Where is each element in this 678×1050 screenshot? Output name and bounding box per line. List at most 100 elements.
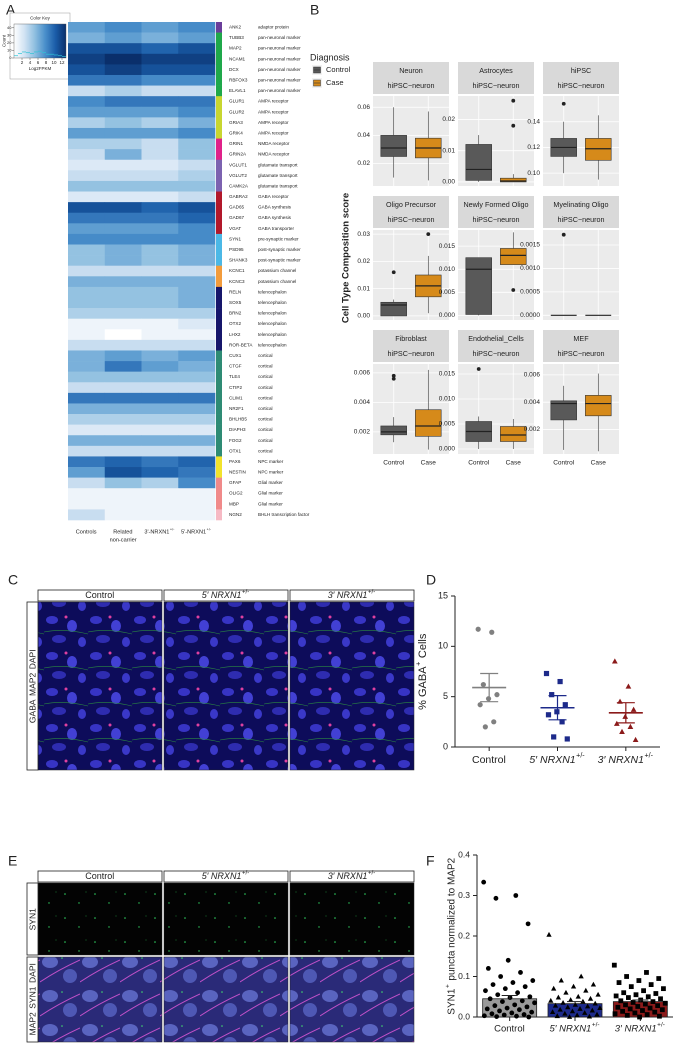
- panel-label: A: [6, 2, 16, 18]
- legend-label: Control: [326, 65, 351, 74]
- gene-label: BHLHB5: [229, 417, 247, 422]
- heatmap-cell: [68, 170, 106, 182]
- heatmap-cell: [104, 85, 142, 97]
- heatmap-cell: [141, 96, 179, 108]
- heatmap-cell: [178, 456, 216, 468]
- heatmap-cell: [141, 159, 179, 171]
- gene-annotation: pan-neuronal marker: [258, 67, 301, 72]
- gene-annotation: AMPA receptor: [258, 109, 289, 114]
- heatmap-cell: [141, 233, 179, 245]
- label-group: 3′ NRXN1 +/-: [615, 1022, 665, 1035]
- panel-label: E: [8, 853, 17, 869]
- panel-label: D: [426, 572, 436, 588]
- facet-title: hiPSC: [571, 66, 591, 75]
- group-strip: [216, 424, 222, 436]
- heatmap-cell: [141, 149, 179, 161]
- heatmap-cell: [104, 159, 142, 171]
- data-point: [500, 999, 505, 1005]
- heatmap-cell: [104, 170, 142, 182]
- heatmap-cell: [68, 361, 106, 372]
- data-point: [640, 1008, 645, 1013]
- gene-annotation: cortical: [258, 395, 273, 400]
- group-strip: [216, 149, 222, 161]
- data-point: [491, 719, 497, 725]
- micrograph: [289, 882, 415, 956]
- x-tick-label: 3′ NRXN1: [615, 1024, 657, 1035]
- image-header-label: 5′ NRXN1: [202, 871, 242, 881]
- data-point: [658, 996, 663, 1002]
- facet-title: MEF: [573, 334, 589, 343]
- gene-annotation: telencephalon: [258, 311, 287, 316]
- gene-annotation: GABA synthesis: [258, 205, 292, 210]
- key-x-tick-label: 2: [21, 60, 24, 65]
- data-point: [502, 986, 508, 992]
- heatmap-cell: [104, 244, 142, 256]
- outlier: [426, 232, 431, 236]
- plot-background: [373, 364, 449, 454]
- heatmap-cell: [68, 117, 106, 129]
- data-point: [570, 983, 577, 989]
- heatmap-cell: [68, 53, 106, 65]
- y-axis-title: % GABA: [417, 666, 429, 710]
- image-header-sup: +/-: [242, 589, 249, 596]
- group-strip: [216, 488, 222, 500]
- heatmap-cell: [178, 424, 216, 436]
- y-axis-title-sup: +: [413, 662, 422, 666]
- image-header-label: 3′ NRXN1: [328, 871, 368, 881]
- y-tick-label: 0.3: [458, 890, 470, 900]
- y-tick-label: 0.005: [439, 421, 456, 428]
- key-y-tick-label: 10: [7, 48, 12, 53]
- heatmap-cell: [68, 96, 106, 108]
- key-x-tick-label: 10: [51, 60, 57, 65]
- y-tick-label: 0.14: [527, 118, 540, 125]
- heatmap-cell: [141, 308, 179, 319]
- stain-label: SYN1: [27, 908, 37, 930]
- group-strip: [216, 117, 222, 129]
- data-point: [624, 1012, 630, 1018]
- y-tick-label: 5: [443, 691, 448, 701]
- data-point: [656, 976, 662, 981]
- column-label: Related: [113, 529, 132, 535]
- data-point: [637, 1014, 642, 1020]
- label-run: Controls: [76, 529, 97, 535]
- data-point: [613, 993, 619, 999]
- facet-title: Astrocytes: [479, 66, 513, 75]
- gene-annotation: cortical: [258, 353, 273, 358]
- gene-annotation: cortical: [258, 417, 273, 422]
- x-tick-label: 3′ NRXN1: [598, 754, 644, 766]
- gene-label: CAMK2A: [229, 183, 249, 188]
- data-point: [482, 724, 488, 730]
- y-tick-label: 10: [438, 641, 448, 651]
- heatmap-cell: [104, 329, 142, 341]
- heatmap-cell: [104, 233, 142, 245]
- data-point: [661, 986, 666, 992]
- heatmap-cell: [104, 286, 142, 298]
- group-strip: [216, 445, 222, 457]
- gene-label: FOG2: [229, 438, 242, 443]
- plot-background: [543, 230, 619, 320]
- heatmap-cell: [68, 318, 106, 330]
- heatmap-cell: [68, 22, 106, 33]
- box: [380, 425, 407, 436]
- data-point: [477, 702, 483, 708]
- outlier: [511, 123, 516, 128]
- group-strip: [216, 43, 222, 55]
- y-tick-label: 0.005: [439, 289, 456, 296]
- heatmap-cell: [178, 467, 216, 478]
- data-point: [633, 992, 639, 998]
- stain-label: MAP2: [27, 1012, 37, 1035]
- label-run: 5′ NRXN1 +/-: [202, 870, 250, 882]
- facet-header: [373, 330, 449, 362]
- heatmap-cell: [68, 329, 106, 341]
- gene-annotation: pan-neuronal marker: [258, 46, 301, 51]
- heatmap-cell: [68, 414, 106, 425]
- heatmap-cell: [68, 488, 106, 500]
- heatmap-cell: [68, 32, 106, 44]
- data-point: [635, 1004, 641, 1009]
- heatmap-cell: [141, 498, 179, 510]
- y-axis-title: puncta normalized to MAP2: [447, 857, 458, 980]
- data-point: [497, 1008, 502, 1014]
- group-strip: [216, 191, 222, 203]
- data-point: [558, 977, 564, 983]
- heatmap-cell: [104, 149, 142, 161]
